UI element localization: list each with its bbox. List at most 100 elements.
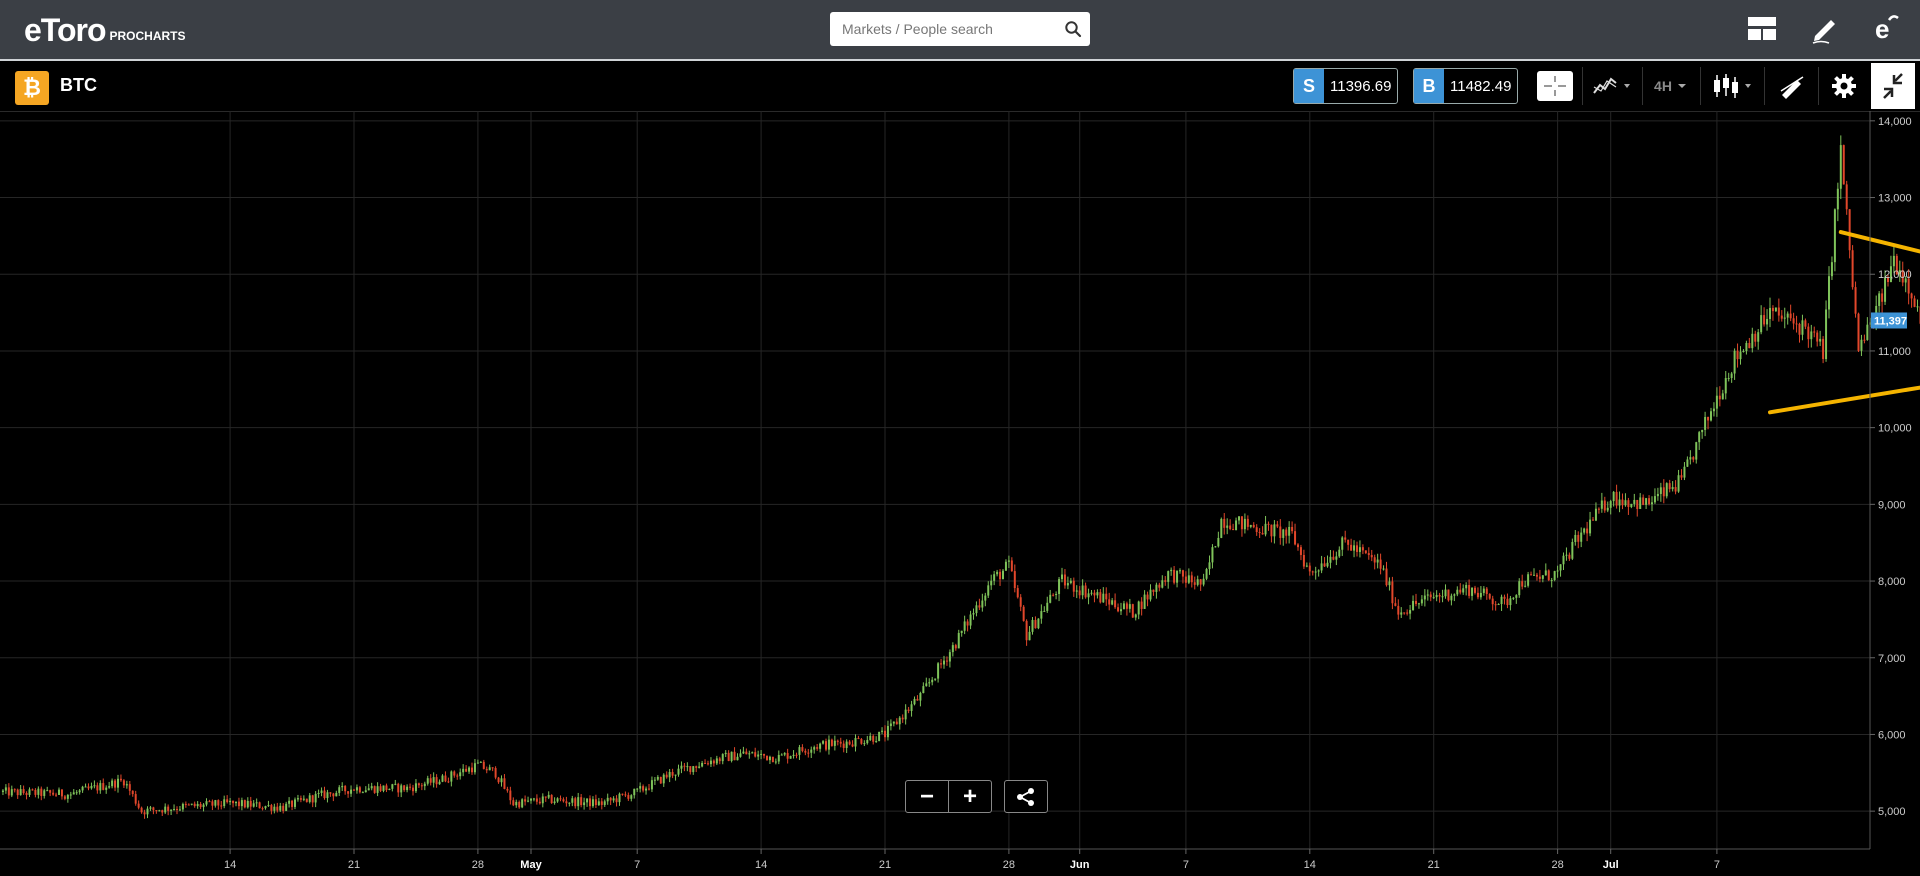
search-input[interactable] <box>830 12 1062 46</box>
candle-body <box>367 788 370 791</box>
candle-body <box>1804 320 1807 327</box>
candle-body <box>1845 184 1848 210</box>
candle-body <box>158 810 161 812</box>
price-chart[interactable]: 14,000 13,000 12,000 11,000 10,000 9,000 8,000… <box>0 111 1920 876</box>
candle-body <box>1898 270 1901 275</box>
share-icon <box>1017 787 1034 806</box>
candle-body <box>1412 600 1415 611</box>
drawing-tools-button[interactable] <box>1772 67 1812 105</box>
candle-body <box>1642 497 1645 505</box>
candle-body <box>40 788 43 796</box>
candle-body <box>1040 611 1043 619</box>
candle-body <box>1338 549 1341 557</box>
candle-body <box>1397 605 1400 615</box>
candle-body <box>1712 408 1715 412</box>
etoro-logo[interactable]: eToro PROCHARTS <box>24 8 186 48</box>
current-price-label: 11,397 <box>1874 315 1907 327</box>
candle-body <box>1904 278 1907 283</box>
y-tick-label: 11,000 <box>1878 346 1911 358</box>
candle-body <box>1173 569 1176 583</box>
search-icon[interactable] <box>1064 20 1082 38</box>
candle-body <box>1028 631 1031 641</box>
candle-body <box>1651 502 1653 505</box>
trendline[interactable] <box>1838 230 1920 323</box>
candle-body <box>1603 500 1606 511</box>
candle-body <box>910 704 913 711</box>
sell-price-button[interactable]: S 11396.69 <box>1293 68 1399 104</box>
candle-body <box>943 660 945 665</box>
candle-body <box>1754 333 1757 342</box>
chart-type-dropdown[interactable] <box>1708 67 1758 105</box>
candle-body <box>211 801 214 806</box>
layout-grid-icon[interactable] <box>1745 12 1779 46</box>
candle-body <box>730 751 733 761</box>
x-tick-label: 7 <box>634 859 640 871</box>
candle-body <box>751 752 754 754</box>
candle-body <box>1515 595 1518 598</box>
candle-body <box>606 797 609 802</box>
candle-body <box>934 678 937 680</box>
candle-body <box>1889 266 1892 283</box>
candle-body <box>1385 568 1388 586</box>
candle-body <box>1786 313 1789 318</box>
top-bar: eToro PROCHARTS e <box>0 0 1920 59</box>
crosshair-button[interactable] <box>1535 67 1575 105</box>
candle-body <box>1208 562 1211 570</box>
candle-body <box>766 755 768 761</box>
candle-body <box>898 717 901 725</box>
candle-body <box>937 663 940 679</box>
instrument-header: ₿ BTC S 11396.69 B 11482.49 4H <box>0 61 1920 112</box>
etoro-avatar-icon[interactable]: e <box>1869 12 1903 46</box>
candle-body <box>1078 590 1081 596</box>
candle-body <box>981 600 984 608</box>
candle-body <box>193 803 196 807</box>
candle-body <box>1379 559 1382 569</box>
candle-body <box>140 807 143 813</box>
share-button[interactable] <box>1004 780 1048 813</box>
pencil-edit-icon[interactable] <box>1807 12 1841 46</box>
candle-body <box>1556 570 1559 572</box>
candle-body <box>760 753 763 755</box>
zoom-out-button[interactable]: − <box>905 780 949 813</box>
indicators-button[interactable] <box>1590 67 1636 105</box>
candle-body <box>1530 574 1533 576</box>
candle-body <box>128 784 131 791</box>
candle-body <box>19 789 22 796</box>
y-tick-label: 13,000 <box>1878 193 1912 205</box>
candle-body <box>1314 571 1317 573</box>
candle-body <box>1403 612 1406 614</box>
candle-body <box>804 750 807 753</box>
candle-body <box>373 786 376 793</box>
timeframe-dropdown[interactable]: 4H <box>1648 67 1694 105</box>
candle-body <box>170 809 173 811</box>
candle-body <box>978 605 981 608</box>
candle-body <box>1482 588 1485 593</box>
trendline[interactable] <box>1768 339 1920 415</box>
candle-body <box>1137 601 1140 615</box>
candle-body <box>1190 575 1193 583</box>
candle-body <box>718 758 721 762</box>
candle-body <box>1589 519 1592 534</box>
candle-body <box>901 717 904 720</box>
candle-body <box>161 810 164 813</box>
candle-body <box>698 766 701 768</box>
candle-body <box>164 806 167 813</box>
buy-price-button[interactable]: B 11482.49 <box>1413 68 1519 104</box>
settings-button[interactable] <box>1824 67 1864 105</box>
zoom-in-button[interactable]: + <box>949 780 992 813</box>
trendlines[interactable] <box>1768 230 1920 415</box>
candle-body <box>680 765 683 769</box>
candle-body <box>1305 565 1308 567</box>
candle-body <box>822 741 825 744</box>
candle-body <box>854 738 857 747</box>
candle-body <box>1214 546 1217 548</box>
candle-body <box>1276 524 1279 527</box>
candle-body <box>618 793 621 803</box>
candle-body <box>659 776 662 784</box>
candle-body <box>707 763 709 765</box>
candle-body <box>329 792 332 794</box>
expand-button[interactable] <box>1871 63 1915 109</box>
candle-body <box>417 783 420 786</box>
candle-body <box>302 798 305 800</box>
candle-body <box>1701 429 1704 433</box>
